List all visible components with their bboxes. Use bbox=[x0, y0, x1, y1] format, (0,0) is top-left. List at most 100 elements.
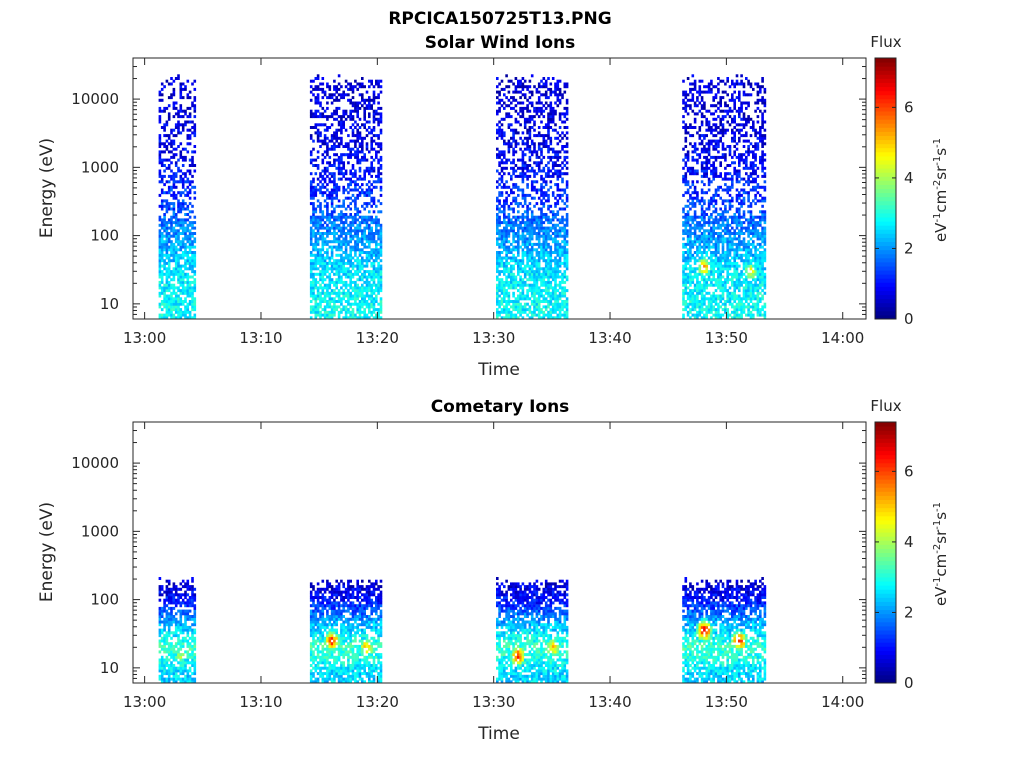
heatmap-cell bbox=[193, 305, 197, 309]
heatmap-cell bbox=[354, 297, 357, 301]
heatmap-cell bbox=[726, 294, 729, 298]
heatmap-cell bbox=[321, 213, 325, 216]
heatmap-cell bbox=[370, 291, 373, 295]
heatmap-cell bbox=[193, 128, 197, 132]
heatmap-cell bbox=[377, 199, 380, 203]
heatmap-cell bbox=[535, 223, 539, 227]
heatmap-cell bbox=[682, 256, 685, 260]
heatmap-cell bbox=[342, 240, 345, 244]
heatmap-cell bbox=[686, 297, 690, 301]
heatmap-cell bbox=[510, 305, 513, 309]
heatmap-cell bbox=[377, 218, 380, 222]
heatmap-cell bbox=[523, 126, 527, 129]
heatmap-cell bbox=[186, 177, 190, 181]
heatmap-cell bbox=[354, 79, 357, 83]
heatmap-cell bbox=[521, 261, 525, 265]
heatmap-cell bbox=[719, 128, 722, 132]
heatmap-cell bbox=[337, 82, 341, 86]
heatmap-cell bbox=[563, 150, 567, 154]
heatmap-cell bbox=[703, 106, 706, 110]
heatmap-cell bbox=[698, 202, 702, 206]
heatmap-cell bbox=[158, 106, 162, 110]
heatmap-cell bbox=[354, 232, 357, 235]
heatmap-cell bbox=[507, 85, 511, 89]
heatmap-cell bbox=[340, 286, 343, 290]
heatmap-cell bbox=[505, 199, 508, 203]
heatmap-cell bbox=[517, 245, 520, 249]
heatmap-cell bbox=[323, 286, 327, 290]
heatmap-cell bbox=[503, 316, 506, 320]
heatmap-cell bbox=[724, 226, 727, 230]
heatmap-cell bbox=[314, 123, 318, 127]
heatmap-cell bbox=[547, 229, 550, 233]
heatmap-cell bbox=[698, 289, 702, 293]
heatmap-cell bbox=[184, 172, 187, 176]
heatmap-cell bbox=[498, 253, 501, 257]
heatmap-cell bbox=[514, 150, 518, 154]
heatmap-cell bbox=[547, 280, 550, 284]
heatmap-cell bbox=[363, 297, 366, 301]
heatmap-cell bbox=[379, 112, 383, 116]
heatmap-cell bbox=[696, 90, 699, 94]
heatmap-cell bbox=[358, 259, 362, 263]
heatmap-cell bbox=[507, 104, 511, 108]
heatmap-cell bbox=[684, 204, 688, 208]
heatmap-cell bbox=[351, 275, 355, 279]
heatmap-cell bbox=[340, 169, 343, 173]
heatmap-cell bbox=[537, 147, 541, 151]
heatmap-cell bbox=[316, 150, 320, 154]
heatmap-cell bbox=[174, 196, 178, 200]
heatmap-cell bbox=[372, 283, 376, 287]
heatmap-cell bbox=[167, 245, 171, 249]
heatmap-cell bbox=[698, 223, 702, 227]
heatmap-cell bbox=[549, 90, 553, 94]
heatmap-cell bbox=[170, 291, 173, 295]
heatmap-cell bbox=[533, 123, 536, 127]
heatmap-cell bbox=[335, 245, 338, 249]
heatmap-cell bbox=[358, 305, 362, 309]
heatmap-cell bbox=[500, 251, 504, 254]
heatmap-cell bbox=[521, 193, 525, 197]
heatmap-cell bbox=[526, 297, 529, 301]
heatmap-cell bbox=[165, 245, 169, 249]
heatmap-cell bbox=[184, 308, 187, 312]
heatmap-cell bbox=[158, 240, 162, 244]
heatmap-cell bbox=[375, 150, 378, 154]
heatmap-cell bbox=[565, 101, 569, 105]
heatmap-cell bbox=[689, 253, 692, 257]
heatmap-cell bbox=[689, 87, 692, 91]
heatmap-cell bbox=[344, 242, 348, 246]
heatmap-cell bbox=[521, 278, 525, 282]
heatmap-cell bbox=[542, 142, 546, 146]
heatmap-cell bbox=[309, 183, 313, 187]
heatmap-cell bbox=[179, 153, 183, 157]
heatmap-cell bbox=[160, 313, 164, 317]
heatmap-cell bbox=[316, 221, 320, 225]
heatmap-cell bbox=[503, 237, 506, 241]
heatmap-cell bbox=[554, 259, 557, 263]
heatmap-cell bbox=[703, 183, 706, 187]
heatmap-cell bbox=[698, 272, 702, 276]
heatmap-cell bbox=[714, 169, 718, 173]
heatmap-cell bbox=[335, 85, 338, 89]
heatmap-cell bbox=[347, 300, 350, 303]
heatmap-cell bbox=[561, 172, 564, 176]
heatmap-cell bbox=[319, 101, 322, 105]
heatmap-cell bbox=[533, 286, 536, 290]
heatmap-cell bbox=[174, 123, 178, 127]
heatmap-cell bbox=[503, 166, 506, 170]
heatmap-cell bbox=[181, 164, 185, 167]
heatmap-cell bbox=[337, 300, 341, 303]
heatmap-cell bbox=[705, 283, 708, 287]
heatmap-cell bbox=[505, 112, 508, 116]
heatmap-cell bbox=[707, 153, 711, 157]
heatmap-cell bbox=[514, 199, 518, 203]
heatmap-cell bbox=[565, 106, 569, 110]
heatmap-cell bbox=[503, 218, 506, 222]
heatmap-cell bbox=[333, 232, 336, 235]
heatmap-cell bbox=[554, 270, 557, 274]
heatmap-cell bbox=[321, 77, 325, 80]
heatmap-cell bbox=[333, 283, 336, 287]
heatmap-cell bbox=[519, 101, 522, 105]
heatmap-cell bbox=[558, 316, 562, 320]
